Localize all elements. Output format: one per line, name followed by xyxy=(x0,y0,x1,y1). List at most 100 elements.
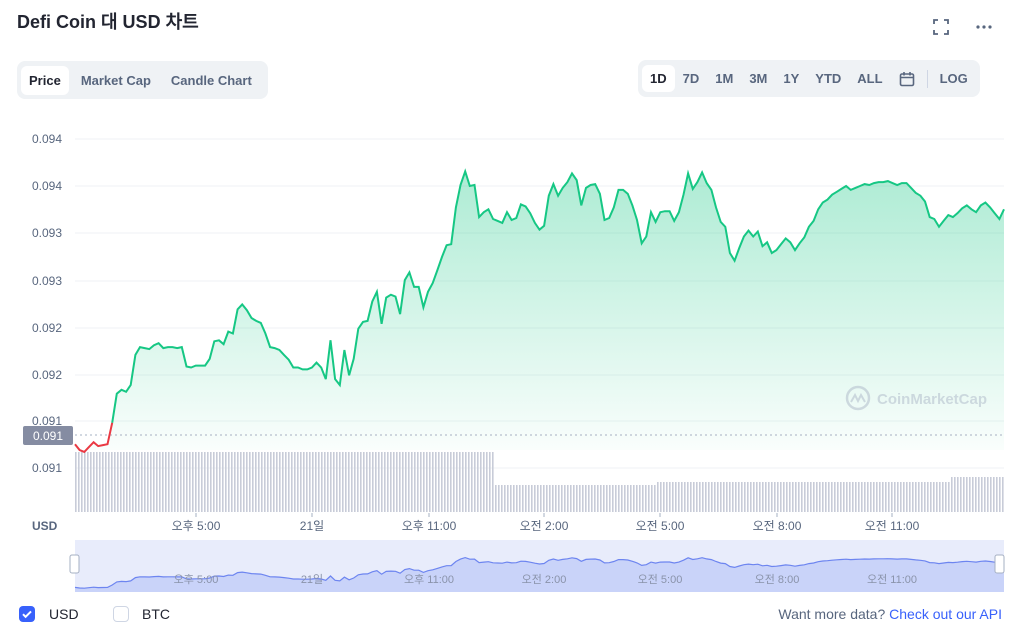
volume-bar xyxy=(876,482,878,512)
volume-bar xyxy=(651,485,653,512)
volume-bar xyxy=(549,485,551,512)
volume-bar xyxy=(150,452,152,512)
volume-bar xyxy=(540,485,542,512)
more-icon[interactable] xyxy=(972,15,996,39)
volume-bar xyxy=(723,482,725,512)
volume-bar xyxy=(891,482,893,512)
volume-bar xyxy=(348,452,350,512)
range-7d[interactable]: 7D xyxy=(682,71,700,86)
btc-checkbox[interactable] xyxy=(113,606,129,622)
volume-bar xyxy=(720,482,722,512)
volume-bar xyxy=(522,485,524,512)
volume-bar xyxy=(684,482,686,512)
volume-bar xyxy=(357,452,359,512)
volume-bar xyxy=(588,485,590,512)
volume-bar xyxy=(816,482,818,512)
x-tick-label: 오후 5:00 xyxy=(172,519,221,533)
range-ytd[interactable]: YTD xyxy=(815,71,842,86)
volume-bar xyxy=(141,452,143,512)
volume-bar xyxy=(699,482,701,512)
volume-bar xyxy=(954,477,956,512)
volume-bar xyxy=(969,477,971,512)
price-line-up xyxy=(111,168,1005,423)
y-tick-label: 0.091 xyxy=(32,461,62,475)
range-1m[interactable]: 1M xyxy=(715,71,734,86)
volume-bar xyxy=(726,482,728,512)
tab-candle-chart[interactable]: Candle Chart xyxy=(170,72,252,88)
volume-bar xyxy=(849,482,851,512)
log-toggle[interactable]: LOG xyxy=(939,71,968,86)
volume-bar xyxy=(81,452,83,512)
price-line-down xyxy=(74,422,114,454)
volume-bar xyxy=(894,482,896,512)
volume-bar xyxy=(681,482,683,512)
volume-bar xyxy=(603,485,605,512)
volume-bar xyxy=(423,452,425,512)
volume-bar xyxy=(225,452,227,512)
range-1y[interactable]: 1Y xyxy=(783,71,800,86)
navigator-left-handle[interactable] xyxy=(69,554,80,574)
range-all[interactable]: ALL xyxy=(857,71,883,86)
calendar-icon[interactable] xyxy=(891,67,923,91)
range-1d[interactable]: 1D xyxy=(642,65,675,92)
volume-bar xyxy=(183,452,185,512)
volume-bar xyxy=(867,482,869,512)
volume-bar xyxy=(195,452,197,512)
volume-bar xyxy=(606,485,608,512)
navigator-right-handle[interactable] xyxy=(994,554,1005,574)
volume-bar xyxy=(759,482,761,512)
volume-bar xyxy=(987,477,989,512)
volume-bar xyxy=(597,485,599,512)
volume-bar xyxy=(123,452,125,512)
volume-bar xyxy=(345,452,347,512)
volume-bar xyxy=(807,482,809,512)
volume-bar xyxy=(774,482,776,512)
volume-bar xyxy=(696,482,698,512)
volume-bar xyxy=(822,482,824,512)
volume-bar xyxy=(312,452,314,512)
volume-bar xyxy=(708,482,710,512)
volume-bar xyxy=(237,452,239,512)
volume-bar xyxy=(153,452,155,512)
volume-bar xyxy=(825,482,827,512)
volume-bar xyxy=(735,482,737,512)
volume-bar xyxy=(483,452,485,512)
volume-bar xyxy=(567,485,569,512)
volume-bar xyxy=(441,452,443,512)
volume-bar xyxy=(492,452,494,512)
y-axis-label: USD xyxy=(32,519,58,533)
navigator[interactable]: 오후 5:00 21일 오후 11:00 오전 2:00 오전 5:00 오전 8:00 오… xyxy=(69,540,1005,592)
volume-bar xyxy=(915,482,917,512)
volume-bar xyxy=(219,452,221,512)
volume-bar xyxy=(576,485,578,512)
api-link[interactable]: Check out our API xyxy=(889,606,1002,622)
volume-bar xyxy=(168,452,170,512)
y-tick-label: 0.094 xyxy=(32,179,62,193)
volume-bar xyxy=(828,482,830,512)
volume-bar xyxy=(732,482,734,512)
volume-bar xyxy=(228,452,230,512)
volume-bar xyxy=(204,452,206,512)
volume-bar xyxy=(159,452,161,512)
price-chart[interactable]: 0.0940.0940.0930.0930.0920.0920.0910.091… xyxy=(0,0,1024,600)
volume-bar xyxy=(75,452,77,512)
navigator-tick-label: 오전 5:00 xyxy=(638,573,683,586)
fullscreen-icon[interactable] xyxy=(929,15,953,39)
volume-bar xyxy=(222,452,224,512)
usd-checkbox[interactable] xyxy=(19,606,35,622)
volume-bar xyxy=(309,452,311,512)
volume-bar xyxy=(663,482,665,512)
volume-bar xyxy=(444,452,446,512)
volume-bar xyxy=(366,452,368,512)
volume-bar xyxy=(129,452,131,512)
tab-price[interactable]: Price xyxy=(21,65,69,95)
volume-bar xyxy=(906,482,908,512)
volume-bar xyxy=(909,482,911,512)
volume-bar xyxy=(840,482,842,512)
range-3m[interactable]: 3M xyxy=(749,71,768,86)
volume-bar xyxy=(900,482,902,512)
volume-bar xyxy=(546,485,548,512)
volume-bar xyxy=(861,482,863,512)
tab-market-cap[interactable]: Market Cap xyxy=(80,72,151,88)
volume-bar xyxy=(777,482,779,512)
